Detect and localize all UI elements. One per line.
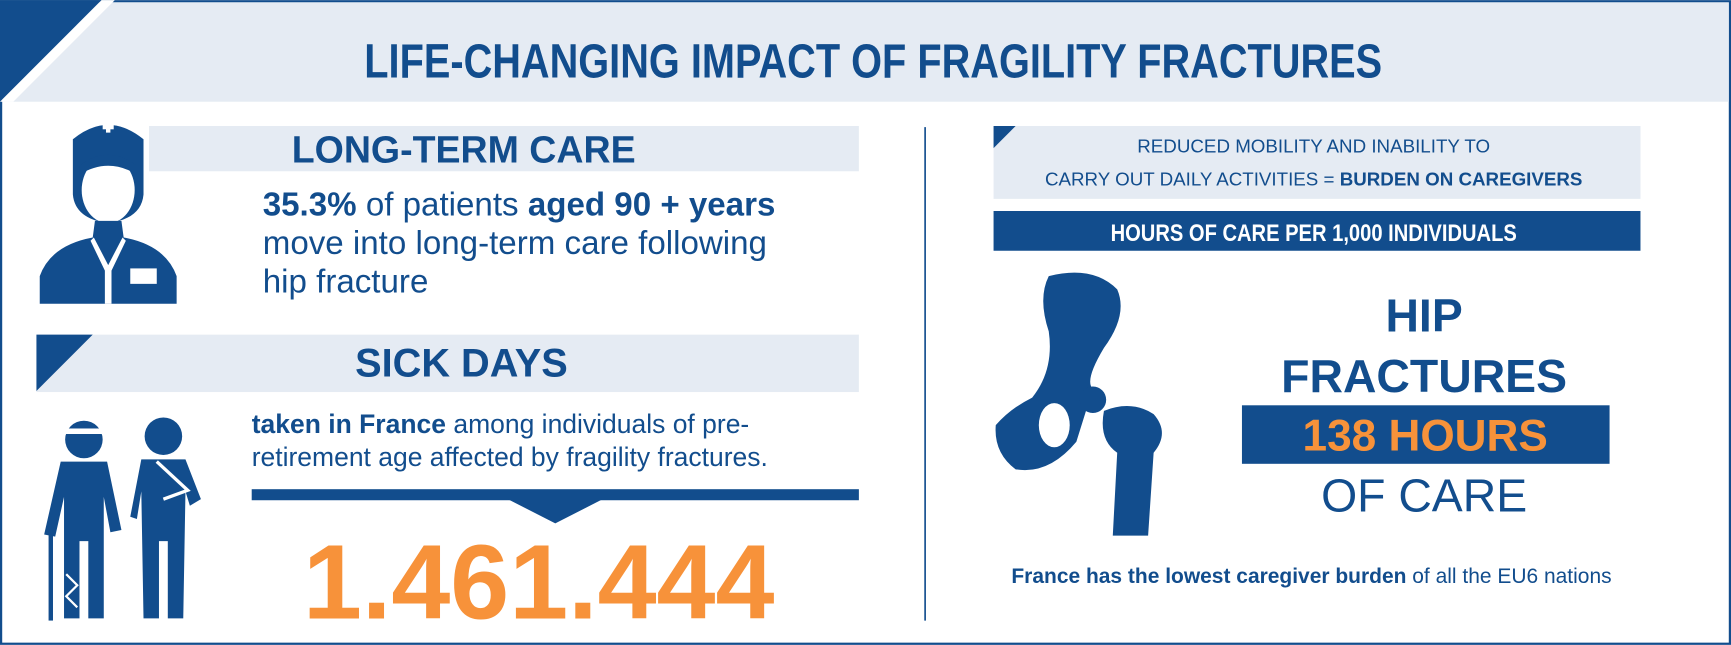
emphasis: aged 90 + years [528, 186, 776, 223]
pointer [507, 499, 603, 524]
emphasis: BURDEN ON CAREGIVERS [1340, 169, 1583, 190]
big-number: 1.461.444 [303, 523, 774, 641]
corner-triangle [36, 334, 93, 391]
body-text: hip fracture [263, 264, 429, 301]
body-text: retirement age affected by fragility fra… [252, 442, 768, 472]
heading-band [149, 125, 859, 172]
footnote: France has the lowest caregiver burden o… [1011, 565, 1611, 588]
emphasis: 35.3% [263, 186, 357, 223]
section-heading: SICK DAYS [355, 342, 568, 386]
intro-text: REDUCED MOBILITY AND INABILITY TO [1137, 135, 1490, 156]
corner-stripe [0, 0, 115, 102]
body-text: move into long-term care following [263, 225, 767, 262]
title: LIFE-CHANGING IMPACT OF FRAGILITY FRACTU… [364, 34, 1382, 88]
hip-icon [995, 272, 1162, 536]
divider-bar [251, 489, 859, 501]
text: among individuals of pre- [446, 409, 749, 439]
hours: 138 HOURS [1303, 412, 1548, 461]
body-text: taken in France among individuals of pre… [252, 409, 750, 439]
body-text: 35.3% of patients aged 90 + years [263, 186, 776, 223]
hours-box [1241, 405, 1610, 464]
text: of patients [357, 186, 528, 223]
intro-band [993, 125, 1641, 199]
emphasis: France has the lowest caregiver burden [1011, 565, 1406, 588]
label-bar [993, 211, 1641, 251]
header-band [2, 2, 1729, 102]
heading-band [36, 334, 859, 393]
text: of all the EU6 nations [1406, 565, 1611, 588]
section-heading: LONG-TERM CARE [292, 128, 636, 170]
corner-triangle [993, 125, 1016, 149]
patients-icon [44, 417, 201, 621]
hip-heading: HIP [1385, 289, 1462, 341]
bar-label: HOURS OF CARE PER 1,000 INDIVIDUALS [1111, 220, 1517, 247]
nurse-icon [39, 121, 177, 304]
of-care: OF CARE [1321, 469, 1527, 521]
intro-text: CARRY OUT DAILY ACTIVITIES = BURDEN ON C… [1045, 169, 1582, 190]
emphasis: taken in France [252, 409, 446, 439]
text: CARRY OUT DAILY ACTIVITIES = [1045, 169, 1340, 190]
hip-heading: FRACTURES [1281, 350, 1567, 402]
